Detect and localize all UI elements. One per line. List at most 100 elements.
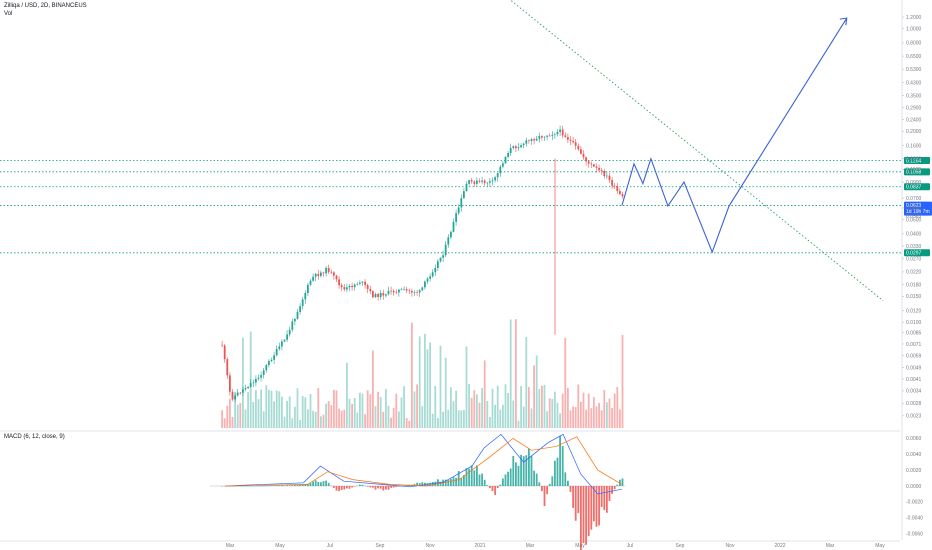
price-tick-label: 0.8000 — [906, 41, 922, 47]
time-tick-label: 2022 — [774, 543, 785, 549]
macd-histogram-bar — [603, 486, 606, 511]
macd-tick-label: -0.0060 — [906, 531, 923, 537]
volume-bar — [408, 421, 411, 428]
candle-body — [283, 339, 286, 342]
macd-histogram-bar — [608, 486, 611, 501]
candle-body — [540, 136, 543, 138]
volume-bar — [353, 398, 356, 428]
macd-histogram-bar — [299, 484, 301, 486]
candle-body — [603, 170, 606, 177]
candle — [434, 264, 437, 276]
candle-body — [247, 386, 249, 389]
candle-body — [559, 129, 561, 132]
candle — [618, 188, 621, 195]
volume-bar — [600, 410, 603, 428]
last-price-tag — [904, 201, 932, 216]
macd-histogram-bar — [566, 480, 569, 486]
macd-histogram-bar — [473, 470, 476, 486]
macd-histogram-bar — [592, 486, 595, 522]
volume-bar — [262, 411, 265, 428]
volume-bar — [496, 385, 499, 428]
macd-histogram-bar — [306, 483, 309, 486]
candle — [468, 179, 470, 186]
macd-histogram-bar — [585, 486, 587, 545]
time-tick-label: May — [875, 543, 885, 549]
macd-histogram-bar — [319, 482, 322, 486]
candle — [449, 230, 452, 240]
macd-tick-label: -0.0020 — [906, 500, 923, 506]
macd-histogram-bar — [598, 486, 600, 526]
candle — [293, 318, 296, 326]
volume-bar — [475, 394, 478, 428]
candle — [247, 386, 249, 389]
macd-histogram-bar — [345, 486, 348, 489]
candle — [582, 150, 585, 160]
candle-body — [423, 281, 426, 288]
candle-body — [280, 341, 283, 347]
candle-body — [231, 391, 234, 400]
volume-bar — [611, 407, 613, 428]
price-tick-label: 0.2900 — [906, 105, 922, 111]
volume-bar — [556, 402, 559, 428]
candle-body — [507, 153, 509, 157]
candle-body — [449, 231, 452, 238]
macd-tick-label: 0.0060 — [906, 436, 922, 442]
candle-body — [293, 318, 296, 322]
candle-body — [288, 329, 291, 335]
candle — [504, 156, 507, 164]
candle-body — [460, 198, 463, 208]
candle-body — [319, 272, 322, 276]
macd-histogram-bar — [548, 483, 551, 486]
candle-body — [306, 284, 309, 294]
volume-bar — [332, 390, 335, 428]
macd-histogram-bar — [387, 486, 390, 490]
volume-bar — [616, 387, 619, 428]
volume-bar — [535, 355, 538, 428]
candle — [457, 204, 460, 216]
volume-bar — [304, 397, 307, 428]
candle — [322, 271, 325, 277]
price-tick-label: 0.0049 — [906, 365, 922, 371]
candle-body — [418, 290, 421, 293]
volume-bar — [418, 336, 421, 428]
candle-body — [309, 280, 312, 285]
candle-body — [582, 153, 585, 158]
macd-histogram-bar — [561, 446, 564, 486]
candle — [413, 290, 416, 297]
candle-body — [286, 334, 288, 340]
macd-histogram-bar — [296, 484, 299, 486]
macd-histogram-bar — [325, 480, 327, 486]
candle-body — [522, 143, 525, 146]
volume-bar — [548, 398, 551, 428]
candle — [338, 276, 340, 289]
price-tick-label: 0.0071 — [906, 342, 922, 348]
candle-body — [387, 290, 390, 295]
macd-histogram-bar — [338, 486, 340, 492]
price-tick-label: 0.0059 — [906, 354, 922, 360]
candle — [611, 177, 613, 190]
macd-histogram-bar — [278, 485, 281, 486]
volume-bar — [275, 390, 278, 428]
candle — [439, 257, 442, 263]
volume-bar — [603, 390, 606, 428]
macd-histogram-bar — [335, 486, 338, 491]
macd-histogram-bar — [522, 456, 525, 486]
volume-bar — [540, 385, 543, 428]
candle-body — [553, 134, 556, 135]
volume-bar — [522, 406, 525, 428]
candle-body — [426, 278, 429, 282]
candle — [613, 183, 616, 190]
price-tick-label: 0.0028 — [906, 401, 922, 407]
candle-body — [520, 145, 522, 148]
volume-bar — [234, 391, 236, 428]
candle — [553, 132, 556, 139]
candle — [296, 308, 299, 320]
volume-bar — [351, 404, 353, 428]
level-tag-label: 0.0837 — [906, 185, 922, 191]
volume-bar — [525, 336, 528, 428]
price-tick-label: 0.0400 — [906, 232, 922, 238]
candle — [260, 371, 262, 382]
volume-bar — [457, 410, 460, 428]
macd-histogram-bar — [413, 484, 416, 486]
